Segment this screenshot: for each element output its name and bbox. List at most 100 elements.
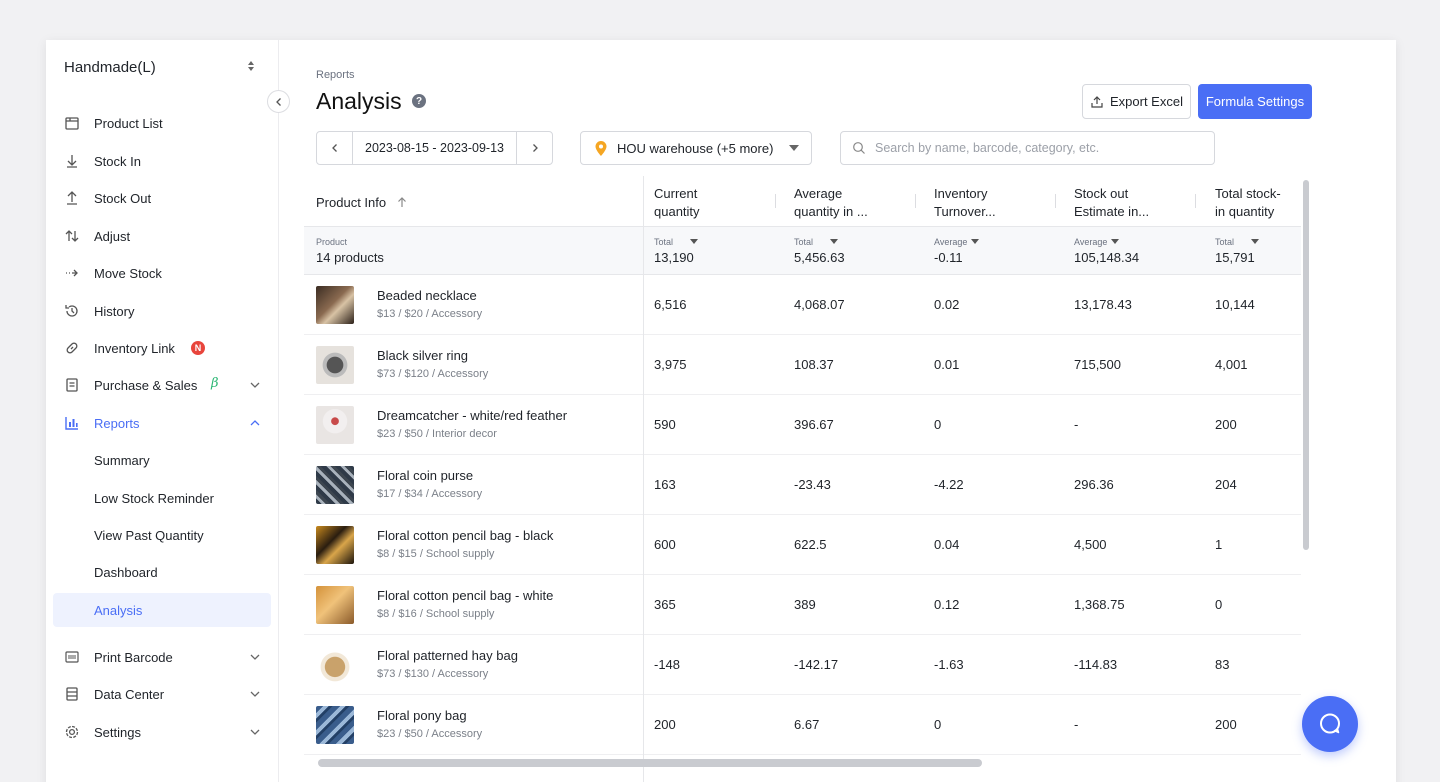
new-badge: N (191, 341, 205, 355)
sidebar-item-print-barcode[interactable]: Print Barcode (53, 640, 271, 674)
product-name[interactable]: Beaded necklace (377, 288, 477, 303)
table-row[interactable]: Floral coin purse $17 / $34 / Accessory 16… (304, 455, 1301, 515)
sidebar-subitem-view-past-quantity[interactable]: View Past Quantity (53, 518, 271, 552)
database-icon (66, 687, 78, 701)
sidebar-subitem-summary[interactable]: Summary (53, 443, 271, 477)
sidebar-item-inventory-link[interactable]: Inventory Link N (53, 331, 271, 365)
product-name[interactable]: Floral cotton pencil bag - white (377, 588, 554, 603)
sidebar-item-adjust[interactable]: Adjust (53, 219, 271, 253)
table-cell: 204 (1215, 477, 1237, 492)
formula-settings-button[interactable]: Formula Settings (1198, 84, 1312, 119)
warehouse-select[interactable]: HOU warehouse (+5 more) (580, 131, 812, 165)
sidebar-item-move-stock[interactable]: Move Stock (53, 256, 271, 290)
column-header-product-info[interactable]: Product Info (316, 194, 408, 212)
table-cell: 10,144 (1215, 297, 1255, 312)
column-header-line: Estimate in... (1074, 204, 1150, 219)
chevron-up-icon (250, 420, 260, 426)
sidebar-item-product-list[interactable]: Product List (53, 106, 271, 140)
summary-label: Product (316, 237, 348, 247)
vertical-scrollbar[interactable] (1303, 180, 1309, 550)
search-icon (853, 142, 865, 154)
table-cell: 6,516 (654, 297, 687, 312)
product-name[interactable]: Floral pony bag (377, 708, 467, 723)
sidebar: Handmade(L) Product List Stock In Stock … (46, 40, 279, 782)
aggregate-dropdown-icon[interactable] (1251, 239, 1259, 244)
help-icon[interactable]: ? (412, 94, 426, 108)
aggregate-dropdown-icon[interactable] (690, 239, 698, 244)
sidebar-item-label: Move Stock (94, 265, 162, 281)
brand-name: Handmade(L) (64, 59, 156, 76)
move-arrow-icon (66, 269, 78, 277)
chevron-down-icon (250, 654, 260, 660)
column-header-line: quantity (654, 204, 700, 219)
sidebar-item-purchase-sales[interactable]: Purchase & Sales β (53, 368, 271, 402)
sidebar-item-settings[interactable]: Settings (53, 715, 271, 749)
product-name[interactable]: Floral patterned hay bag (377, 648, 518, 663)
previous-range-button[interactable] (317, 132, 352, 164)
sidebar-item-label: Print Barcode (94, 649, 173, 665)
product-thumbnail (316, 466, 354, 504)
horizontal-scrollbar[interactable] (318, 759, 982, 767)
table-cell: 296.36 (1074, 477, 1114, 492)
sort-icon[interactable] (245, 58, 257, 74)
sort-arrow-up-icon[interactable] (396, 196, 408, 208)
product-name[interactable]: Floral cotton pencil bag - black (377, 528, 554, 543)
sidebar-item-reports[interactable]: Reports (53, 406, 271, 440)
product-thumbnail (316, 346, 354, 384)
column-header-average-quantity[interactable]: Average quantity in ... (794, 185, 868, 221)
column-header-inventory-turnover[interactable]: Inventory Turnover... (934, 185, 996, 221)
summary-label: Total (1215, 237, 1235, 247)
table-row[interactable]: Floral patterned hay bag $73 / $130 / Acc… (304, 635, 1301, 695)
column-header-line: Total stock- (1215, 186, 1281, 201)
aggregate-dropdown-icon[interactable] (971, 239, 979, 244)
table-row[interactable]: Floral pony bag $23 / $50 / Accessory 200 6… (304, 695, 1301, 755)
summary-label: Average (934, 237, 968, 247)
column-header-label: Product Info (316, 195, 387, 210)
aggregate-dropdown-icon[interactable] (830, 239, 838, 244)
column-header-current-quantity[interactable]: Current quantity (654, 185, 700, 221)
sidebar-item-data-center[interactable]: Data Center (53, 677, 271, 711)
sidebar-item-stock-out[interactable]: Stock Out (53, 181, 271, 215)
table-cell: -4.22 (934, 477, 964, 492)
sidebar-item-label: Settings (94, 724, 141, 740)
sidebar-item-history[interactable]: History (53, 294, 271, 328)
summary-value: 105,148.34 (1074, 250, 1140, 265)
product-meta: $23 / $50 / Accessory (377, 728, 483, 740)
sidebar-item-stock-in[interactable]: Stock In (53, 144, 271, 178)
product-name[interactable]: Dreamcatcher - white/red feather (377, 408, 568, 423)
table-header: Product Info Current quantity Average quan… (304, 176, 1301, 227)
product-meta: $13 / $20 / Accessory (377, 308, 483, 320)
sidebar-subitem-analysis[interactable]: Analysis (53, 593, 271, 627)
sidebar-item-label: Adjust (94, 228, 131, 244)
arrow-down-icon (67, 155, 77, 168)
table-row[interactable]: Dreamcatcher - white/red feather $23 / $5… (304, 395, 1301, 455)
product-meta: $8 / $16 / School supply (377, 608, 495, 620)
table-row[interactable]: Floral cotton pencil bag - black $8 / $15… (304, 515, 1301, 575)
chevron-right-icon (532, 144, 538, 152)
table-row[interactable]: Beaded necklace $13 / $20 / Accessory 6,51… (304, 275, 1301, 335)
product-name[interactable]: Black silver ring (377, 348, 469, 363)
table-cell: 0 (934, 417, 942, 432)
collapse-sidebar-button[interactable] (267, 90, 290, 113)
breadcrumb[interactable]: Reports (316, 69, 355, 81)
product-meta: $73 / $120 / Accessory (377, 368, 489, 380)
aggregate-dropdown-icon[interactable] (1111, 239, 1119, 244)
sidebar-subitem-low-stock-reminder[interactable]: Low Stock Reminder (53, 481, 271, 515)
search-input[interactable] (875, 138, 1205, 158)
chat-support-button[interactable] (1302, 696, 1358, 752)
table-row[interactable]: Floral cotton pencil bag - white $8 / $16… (304, 575, 1301, 635)
product-name[interactable]: Floral coin purse (377, 468, 474, 483)
table-row[interactable]: Black silver ring $73 / $120 / Accessory 3… (304, 335, 1301, 395)
column-header-stock-out-estimate[interactable]: Stock out Estimate in... (1074, 185, 1149, 221)
sidebar-subitem-dashboard[interactable]: Dashboard (53, 555, 271, 589)
table-cell: 0.01 (934, 357, 960, 372)
sidebar-item-label: Inventory Link (94, 340, 175, 356)
date-range-value[interactable]: 2023-08-15 - 2023-09-13 (352, 132, 517, 164)
column-header-total-stock-in[interactable]: Total stock-in quantity (1215, 185, 1281, 221)
export-excel-button[interactable]: Export Excel (1082, 84, 1191, 119)
product-thumbnail (316, 706, 354, 744)
summary-value: -0.11 (934, 250, 963, 265)
warehouse-value: HOU warehouse (+5 more) (617, 140, 774, 156)
next-range-button[interactable] (517, 132, 552, 164)
barcode-icon (65, 651, 79, 663)
